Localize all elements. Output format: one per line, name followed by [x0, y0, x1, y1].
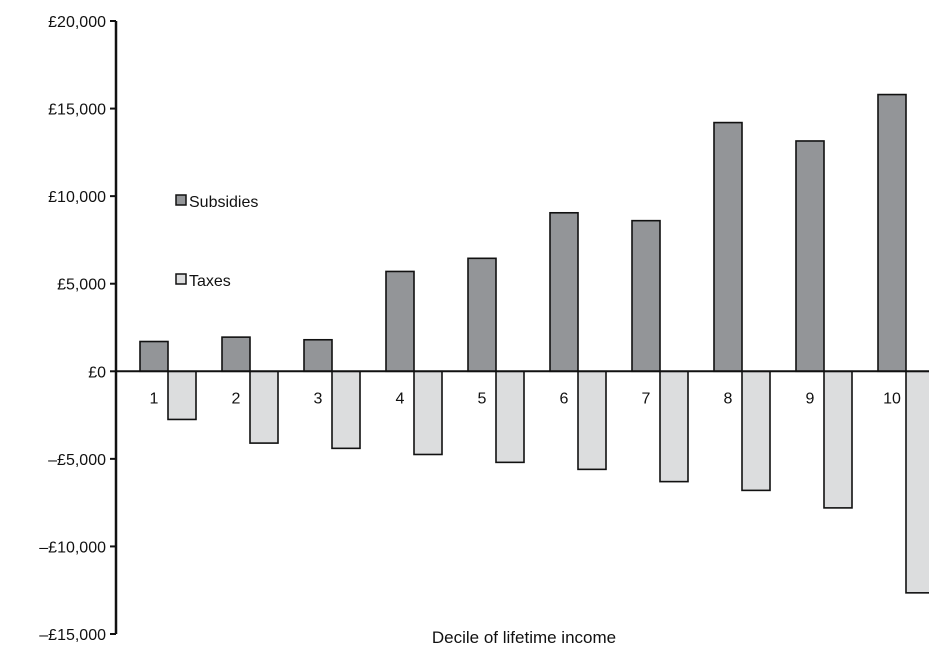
legend-label-subsidies: Subsidies	[189, 194, 258, 211]
bar-subsidies	[713, 121, 743, 373]
category-label: 1	[150, 390, 159, 407]
bar-taxes	[741, 370, 771, 492]
bar-subsidies	[549, 211, 579, 373]
y-tick-label: £10,000	[48, 189, 106, 206]
y-tick-label: £5,000	[57, 277, 106, 294]
y-tick-label: £15,000	[48, 102, 106, 119]
bar-taxes	[495, 370, 525, 464]
y-tick-label: –£15,000	[39, 627, 106, 644]
category-label: 9	[806, 390, 815, 407]
category-label: 7	[642, 390, 651, 407]
category-label: 2	[232, 390, 241, 407]
y-tick-label: £20,000	[48, 14, 106, 31]
legend-swatch-subsidies	[175, 194, 187, 206]
bar-subsidies	[877, 93, 907, 373]
legend-label-taxes: Taxes	[189, 273, 231, 290]
bar-subsidies	[795, 140, 825, 373]
category-labels: 1 2 3 4 5 6 7 8 9 10	[150, 390, 901, 407]
bar-subsidies	[467, 257, 497, 373]
y-axis-ticks: £20,000 £15,000 £10,000 £5,000 £0 –£5,000 –£10…	[39, 14, 116, 644]
category-label: 10	[883, 390, 901, 407]
bar-taxes	[249, 370, 279, 444]
category-label: 3	[314, 390, 323, 407]
y-tick-label: –£10,000	[39, 539, 106, 556]
bar-taxes	[905, 370, 929, 594]
bar-taxes	[823, 370, 853, 509]
bar-subsidies	[385, 270, 415, 373]
bar-subsidies	[303, 338, 333, 373]
bars-group	[139, 93, 929, 594]
category-label: 4	[396, 390, 405, 407]
legend-swatch-taxes	[175, 273, 187, 285]
bar-taxes	[413, 370, 443, 456]
x-axis-title: Decile of lifetime income	[432, 628, 616, 647]
legend: Subsidies Taxes	[175, 194, 258, 290]
bar-subsidies	[221, 336, 251, 373]
bar-subsidies	[139, 340, 169, 373]
bar-subsidies	[631, 219, 661, 373]
category-label: 6	[560, 390, 569, 407]
bar-taxes	[167, 370, 197, 421]
category-label: 8	[724, 390, 733, 407]
bar-taxes	[577, 370, 607, 471]
category-label: 5	[478, 390, 487, 407]
y-tick-label: –£5,000	[48, 452, 106, 469]
bar-taxes	[659, 370, 689, 483]
y-tick-label: £0	[88, 364, 106, 381]
bar-taxes	[331, 370, 361, 450]
